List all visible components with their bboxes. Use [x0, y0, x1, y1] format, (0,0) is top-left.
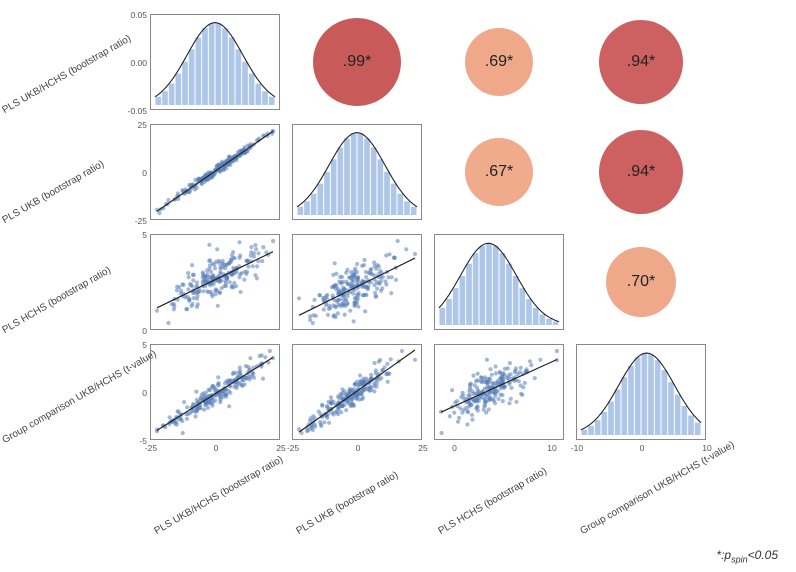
footnote: *:pspin<0.05	[716, 548, 778, 564]
ytick: 5	[119, 230, 147, 240]
scatter-3-1: -25025	[292, 344, 422, 440]
xtick: 25	[266, 443, 296, 453]
xtick: 10	[537, 443, 567, 453]
xtick: 0	[627, 443, 657, 453]
diag-hist-2	[434, 234, 564, 330]
row-label: PLS UKB (bootstrap ratio)	[1, 159, 107, 226]
row-label: PLS UKB/HCHS (bootstrap ratio)	[1, 33, 134, 116]
ytick: 0	[119, 388, 147, 398]
col-label: PLS UKB (bootstrap ratio)	[295, 470, 401, 537]
ytick: -5	[119, 436, 147, 446]
xtick: -10	[562, 443, 592, 453]
ytick: -0.05	[119, 106, 147, 116]
diag-hist-3: -10010	[576, 344, 706, 440]
xtick: 25	[408, 443, 438, 453]
col-label: Group comparison UKB/HCHS (t-value)	[579, 439, 737, 537]
corr-circle: .99*	[313, 18, 401, 106]
ytick: 25	[119, 120, 147, 130]
ytick: -25	[119, 216, 147, 226]
scatter-3-0: -505-25025	[150, 344, 280, 440]
xtick: 0	[343, 443, 373, 453]
diag-hist-1	[292, 124, 422, 220]
pairplot-figure: -0.050.000.05-2502505-505-25025-25025010…	[0, 0, 796, 572]
row-label: PLS HCHS (bootstrap ratio)	[1, 265, 113, 336]
corr-circle: .94*	[599, 20, 683, 104]
xtick: 10	[692, 443, 722, 453]
corr-circle: .69*	[465, 28, 533, 96]
corr-circle: .67*	[465, 138, 533, 206]
row-label: Group comparison UKB/HCHS (t-value)	[1, 349, 159, 447]
col-label: PLS HCHS (bootstrap ratio)	[437, 466, 549, 537]
xtick: 0	[201, 443, 231, 453]
corr-circle: .70*	[606, 247, 676, 317]
scatter-2-1	[292, 234, 422, 330]
ytick: 0	[119, 326, 147, 336]
xtick: 0	[440, 443, 470, 453]
col-label: PLS UKB/HCHS (bootstrap ratio)	[153, 454, 286, 537]
diag-hist-0: -0.050.000.05	[150, 14, 280, 110]
ytick: 0	[119, 168, 147, 178]
scatter-3-2: 010	[434, 344, 564, 440]
xtick: -25	[136, 443, 166, 453]
ytick: 0.05	[119, 10, 147, 20]
corr-circle: .94*	[599, 130, 683, 214]
ytick: 5	[119, 340, 147, 350]
scatter-2-0: 05	[150, 234, 280, 330]
ytick: 0.00	[119, 58, 147, 68]
scatter-1-0: -25025	[150, 124, 280, 220]
xtick: -25	[278, 443, 308, 453]
